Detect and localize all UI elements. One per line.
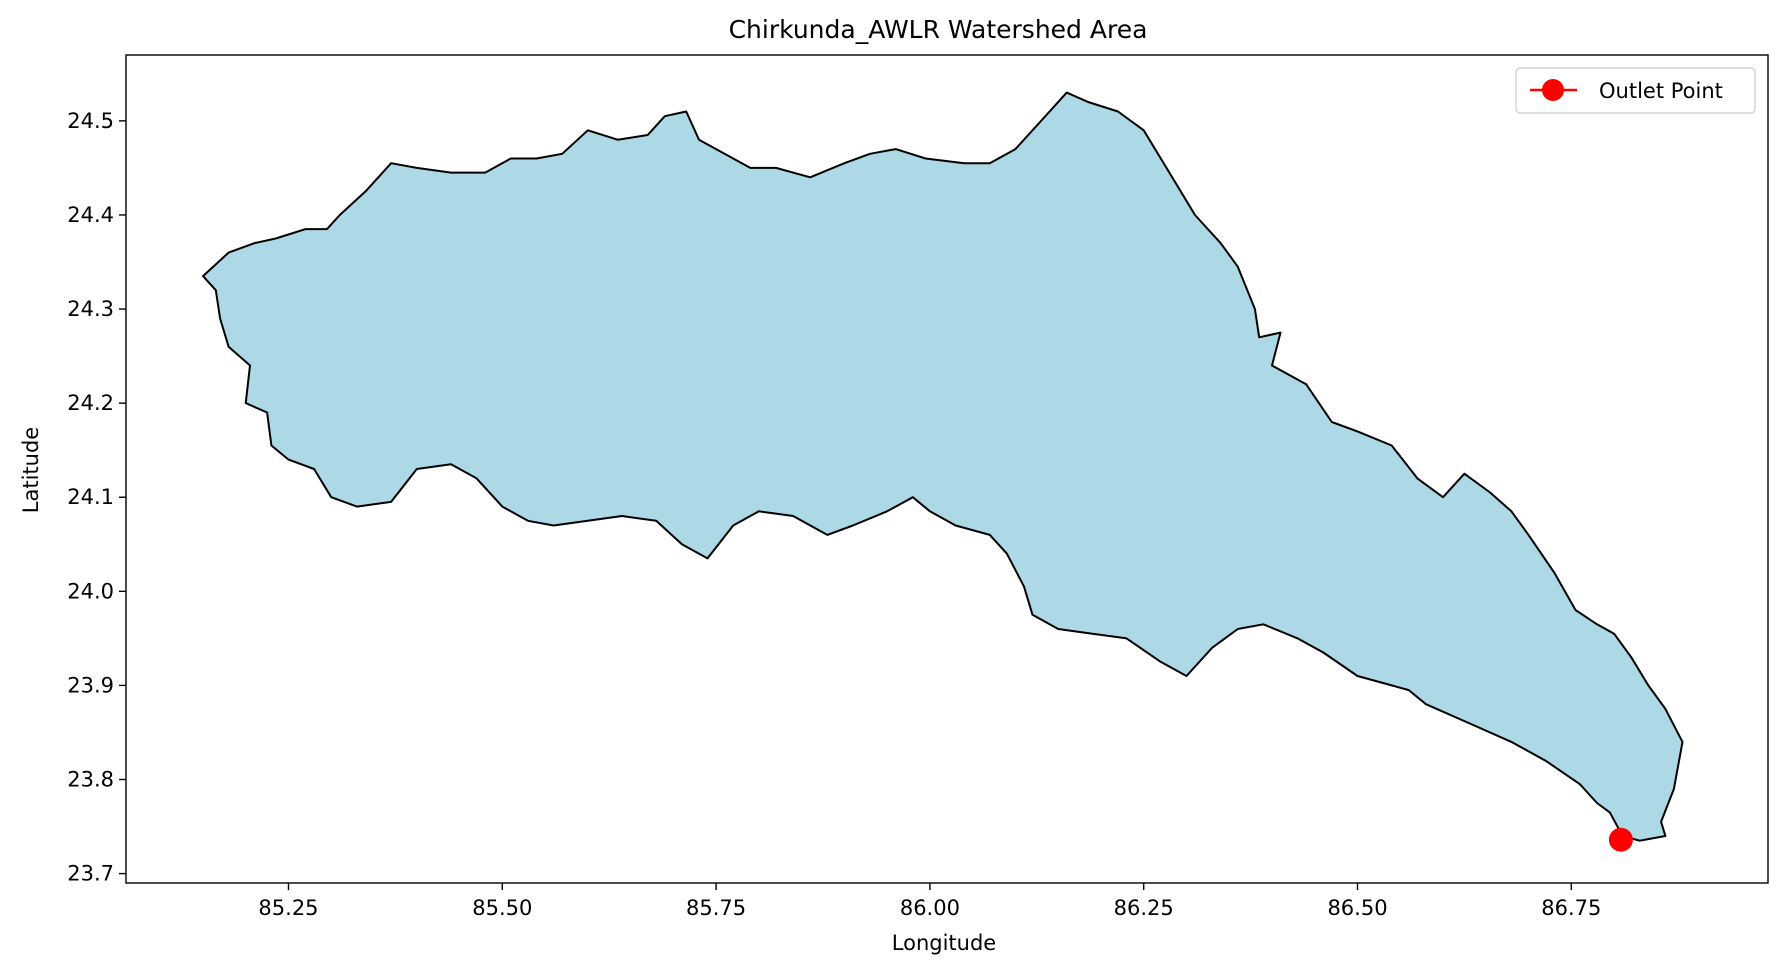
watershed-boundary-polygon [202, 91, 1684, 842]
y-tick-label: 24.5 [67, 109, 114, 133]
y-tick-label: 24.0 [67, 579, 114, 603]
legend-label-outlet-point: Outlet Point [1599, 79, 1723, 103]
x-tick-label: 85.25 [258, 896, 318, 920]
x-tick-label: 86.50 [1327, 896, 1387, 920]
y-axis-ticks: 23.7 23.8 23.9 24.0 24.1 24.2 24.3 24.4 24.5 [67, 109, 126, 886]
y-axis-label: Latitude [19, 427, 43, 513]
legend-marker-swatch [1542, 79, 1564, 101]
y-tick-label: 23.7 [67, 862, 114, 886]
x-tick-label: 86.25 [1114, 896, 1174, 920]
y-tick-label: 24.1 [67, 485, 114, 509]
y-tick-label: 24.2 [67, 391, 114, 415]
legend: Outlet Point [1515, 67, 1756, 114]
x-tick-label: 86.75 [1541, 896, 1601, 920]
chart-title: Chirkunda_AWLR Watershed Area [729, 15, 1148, 44]
x-tick-label: 85.75 [686, 896, 746, 920]
outlet-point-marker [1608, 827, 1633, 852]
y-tick-label: 24.3 [67, 297, 114, 321]
y-tick-label: 23.8 [67, 768, 114, 792]
legend-box [1515, 67, 1756, 114]
y-tick-label: 24.4 [67, 203, 114, 227]
x-tick-label: 86.00 [900, 896, 960, 920]
plot-area [125, 54, 1769, 884]
x-axis-ticks: 85.25 85.50 85.75 86.00 86.25 86.50 86.75 [258, 883, 1601, 920]
x-axis-label: Longitude [892, 931, 996, 955]
x-tick-label: 85.50 [472, 896, 532, 920]
axes-frame [125, 54, 1769, 884]
y-tick-label: 23.9 [67, 673, 114, 697]
